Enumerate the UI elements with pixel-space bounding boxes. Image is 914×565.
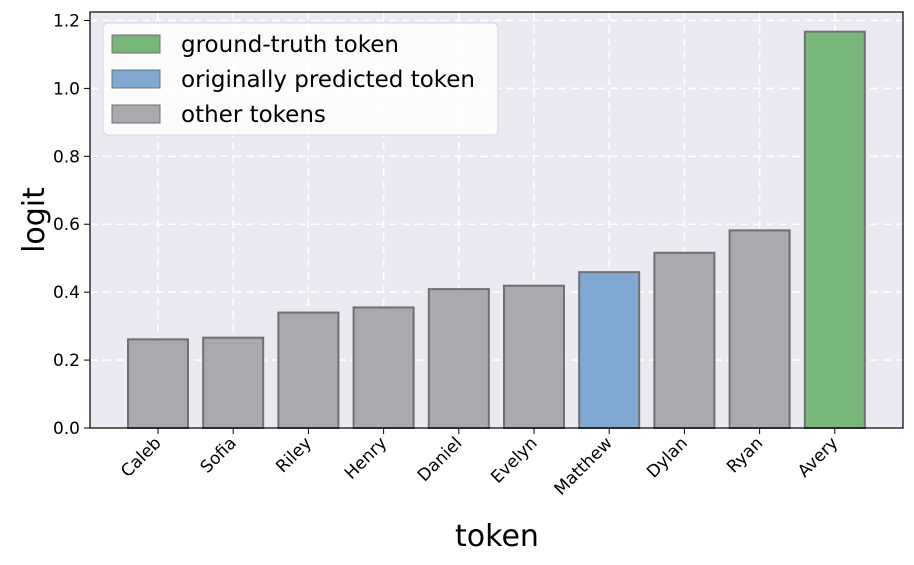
y-tick-label: 0.0: [53, 419, 80, 439]
bar-henry: [352, 306, 415, 429]
y-tick-label: 1.0: [53, 79, 80, 99]
x-tick-label: Avery: [794, 433, 842, 481]
y-tick-label: 0.2: [53, 351, 80, 371]
x-tick-label: Riley: [272, 433, 316, 477]
x-tick-label: Ryan: [723, 433, 767, 477]
bar-daniel: [427, 288, 490, 429]
legend-box: [102, 22, 499, 136]
bars: [127, 30, 866, 430]
legend-label-other: other tokens: [181, 102, 326, 128]
x-tick-label: Sofia: [197, 433, 241, 477]
bar-sofia: [202, 336, 265, 430]
legend-swatch-other: [111, 104, 161, 124]
y-tick-label: 1.2: [53, 11, 80, 31]
bar-caleb: [127, 338, 189, 429]
bar-dylan: [653, 251, 716, 429]
y-tick-label: 0.6: [53, 215, 80, 235]
bar-ryan: [728, 229, 791, 429]
y-tick-label: 0.8: [53, 147, 80, 167]
bar-matthew: [578, 271, 641, 429]
x-tick-label: Henry: [341, 433, 391, 483]
bar-riley: [277, 311, 340, 430]
x-axis: Caleb Sofia Riley Henry Daniel Evelyn Matthew D…: [117, 428, 842, 500]
x-axis-label: token: [455, 519, 539, 554]
legend-label-predicted: originally predicted token: [181, 67, 475, 93]
y-axis: 0.0 0.2 0.4 0.6 0.8 1.0 1.2: [53, 11, 90, 439]
bar-evelyn: [503, 284, 565, 430]
x-tick-label: Caleb: [117, 433, 165, 481]
legend-label-ground-truth: ground-truth token: [181, 32, 399, 58]
legend-swatch-ground-truth: [111, 34, 161, 54]
plot-frame: [89, 11, 904, 429]
y-tick-label: 0.4: [53, 283, 80, 303]
x-tick-label: Dylan: [643, 433, 692, 482]
x-tick-label: Matthew: [551, 433, 617, 499]
x-tick-label: Daniel: [414, 433, 466, 485]
legend: ground-truth token originally predicted t…: [102, 22, 499, 136]
x-tick-label: Evelyn: [487, 433, 541, 487]
bar-avery: [803, 30, 866, 430]
legend-swatch-predicted: [111, 69, 161, 89]
y-axis-label: logit: [17, 187, 52, 253]
